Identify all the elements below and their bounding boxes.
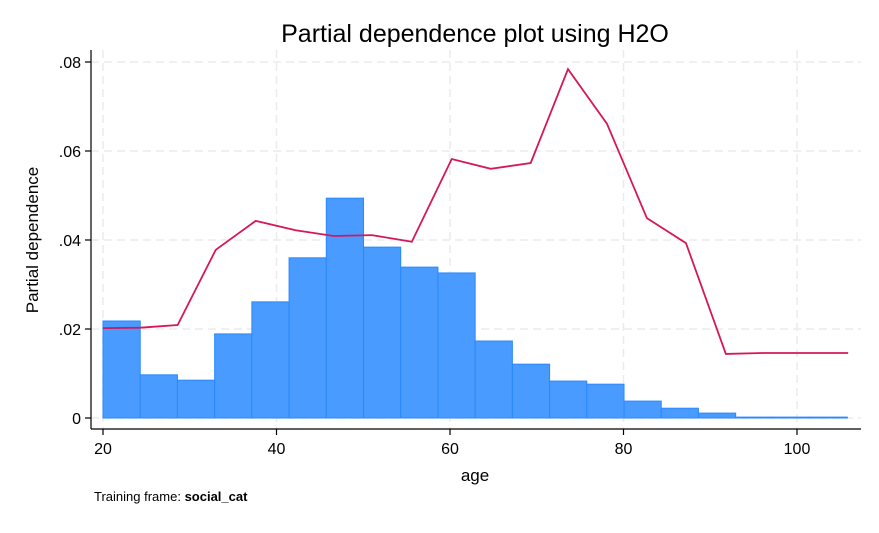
y-tick-label: .08 <box>59 55 81 72</box>
histogram-bar <box>697 412 737 419</box>
y-tick-label: .02 <box>59 322 81 339</box>
histogram-bar <box>549 380 588 419</box>
histogram-bar <box>214 333 253 419</box>
histogram-bar <box>325 197 365 419</box>
histogram-bar <box>772 416 811 419</box>
histogram-bar <box>586 383 625 419</box>
y-axis-label: Partial dependence <box>23 167 42 314</box>
histogram-bar <box>288 257 327 419</box>
axes: 0 .02 .04 .06 .08 20 40 60 80 100 <box>59 50 861 458</box>
y-tick-label: .06 <box>59 144 81 161</box>
histogram-bars <box>102 197 848 419</box>
histogram-bar <box>400 266 439 419</box>
x-tick-label: 40 <box>268 441 286 458</box>
histogram-bar <box>139 374 178 419</box>
histogram-bar <box>102 320 141 419</box>
x-tick-label: 20 <box>94 441 112 458</box>
histogram-bar <box>363 246 402 419</box>
x-axis-label: age <box>461 466 489 485</box>
histogram-bar <box>623 400 662 419</box>
histogram-bar <box>176 379 216 419</box>
footer-label: Training frame: <box>94 489 185 504</box>
histogram-bar <box>251 301 290 419</box>
x-tick-label: 60 <box>441 441 459 458</box>
x-tick-label: 100 <box>784 441 811 458</box>
partial-dependence-line <box>102 67 849 355</box>
pd-line <box>102 67 849 355</box>
x-tick-label: 80 <box>615 441 633 458</box>
histogram-bar <box>474 340 513 419</box>
histogram-bar <box>511 363 551 419</box>
histogram-bar <box>809 416 848 419</box>
footer-value: social_cat <box>185 489 249 504</box>
chart-title: Partial dependence plot using H2O <box>281 20 669 48</box>
y-tick-label: 0 <box>72 411 81 428</box>
histogram-bar <box>735 416 774 419</box>
footer-note: Training frame: social_cat <box>94 489 248 504</box>
y-tick-label: .04 <box>59 233 81 250</box>
histogram-bar <box>660 407 699 419</box>
histogram-bar <box>437 272 476 419</box>
